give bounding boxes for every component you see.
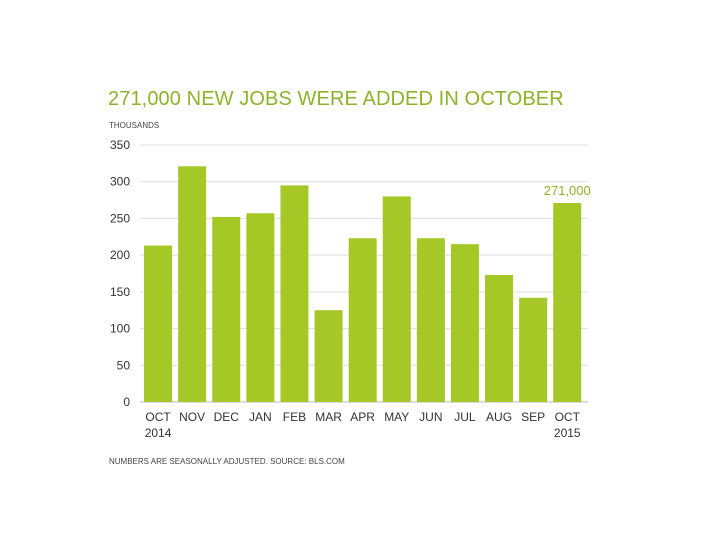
- bar: [553, 203, 582, 402]
- x-category-label: MAR: [315, 410, 342, 424]
- chart-title: 271,000 NEW JOBS WERE ADDED IN OCTOBER: [108, 88, 564, 110]
- bar: [416, 238, 445, 402]
- bar: [178, 166, 207, 402]
- bars: [144, 166, 582, 402]
- x-category-label: SEP: [521, 410, 545, 424]
- bar: [450, 244, 479, 402]
- bar-value-annotation: 271,000: [544, 183, 591, 198]
- y-tick-label: 150: [110, 285, 130, 299]
- y-tick-label: 100: [110, 322, 130, 336]
- y-tick-label: 300: [110, 175, 130, 189]
- y-tick-label: 0: [123, 395, 130, 409]
- x-category-label: FEB: [283, 410, 306, 424]
- bar: [519, 297, 548, 402]
- bar: [246, 213, 275, 402]
- source-note: NUMBERS ARE SEASONALLY ADJUSTED. SOURCE:…: [109, 457, 345, 466]
- bar: [348, 238, 377, 402]
- bar: [314, 310, 343, 402]
- annotations: 271,000: [544, 183, 591, 198]
- bar: [280, 185, 309, 402]
- y-tick-label: 50: [117, 358, 131, 372]
- y-unit-label: THOUSANDS: [109, 121, 160, 130]
- x-category-label: JUN: [419, 410, 442, 424]
- x-category-year-label: 2014: [145, 426, 172, 440]
- x-category-label: JAN: [249, 410, 272, 424]
- y-tick-label: 350: [110, 138, 130, 152]
- x-category-label: JUL: [454, 410, 476, 424]
- x-category-label: AUG: [486, 410, 512, 424]
- bar: [212, 216, 241, 402]
- x-category-label: OCT: [555, 410, 581, 424]
- x-axis-labels: OCT 2014 NOV DEC JAN FEB MAR APR MAY JUN JUL AUG SEP…: [145, 410, 581, 440]
- x-category-label: DEC: [214, 410, 240, 424]
- x-category-label: APR: [350, 410, 375, 424]
- y-axis-tick-labels: 0 50 100 150 200 250 300 350: [110, 138, 130, 409]
- bar: [144, 245, 173, 402]
- x-category-label: NOV: [179, 410, 205, 424]
- y-tick-label: 250: [110, 211, 130, 225]
- bar: [485, 274, 514, 402]
- x-category-label: MAY: [384, 410, 409, 424]
- y-tick-label: 200: [110, 248, 130, 262]
- bar: [382, 196, 411, 402]
- x-category-label: OCT: [145, 410, 171, 424]
- x-category-year-label: 2015: [554, 426, 581, 440]
